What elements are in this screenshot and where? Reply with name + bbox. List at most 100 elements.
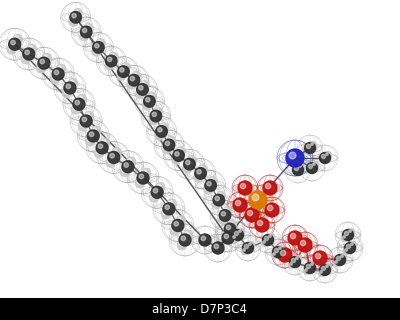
Circle shape — [89, 132, 94, 137]
Circle shape — [224, 229, 232, 238]
Circle shape — [58, 66, 62, 69]
Circle shape — [280, 250, 286, 256]
Circle shape — [52, 76, 56, 80]
Circle shape — [142, 82, 145, 85]
Circle shape — [147, 92, 156, 101]
Circle shape — [158, 128, 162, 132]
Circle shape — [128, 81, 136, 89]
Circle shape — [78, 95, 86, 104]
Circle shape — [344, 243, 356, 253]
Circle shape — [64, 90, 67, 93]
Circle shape — [108, 151, 120, 164]
Circle shape — [298, 238, 312, 252]
Circle shape — [296, 257, 298, 259]
Bar — [0, 298, 400, 320]
Circle shape — [72, 13, 76, 18]
Circle shape — [124, 163, 128, 167]
Circle shape — [205, 180, 216, 191]
Circle shape — [163, 139, 175, 151]
Circle shape — [27, 44, 36, 53]
Circle shape — [288, 231, 302, 245]
Circle shape — [215, 196, 219, 201]
Circle shape — [225, 231, 228, 234]
Circle shape — [54, 70, 59, 75]
Circle shape — [144, 96, 155, 107]
Circle shape — [348, 228, 354, 236]
Circle shape — [195, 168, 206, 179]
Circle shape — [172, 156, 181, 164]
Circle shape — [168, 138, 172, 141]
Circle shape — [186, 160, 190, 165]
Circle shape — [208, 177, 217, 185]
Circle shape — [23, 56, 26, 60]
Circle shape — [204, 186, 213, 194]
Circle shape — [176, 216, 185, 225]
Circle shape — [85, 111, 94, 120]
Circle shape — [264, 236, 268, 241]
Circle shape — [68, 78, 78, 87]
Circle shape — [154, 107, 162, 116]
Circle shape — [248, 242, 254, 249]
Circle shape — [96, 150, 100, 154]
Circle shape — [79, 96, 82, 100]
Circle shape — [299, 165, 301, 167]
Circle shape — [247, 210, 253, 216]
Circle shape — [174, 221, 178, 226]
Circle shape — [120, 68, 124, 72]
Circle shape — [273, 253, 275, 255]
Circle shape — [179, 242, 182, 246]
Circle shape — [290, 233, 296, 239]
Circle shape — [106, 55, 117, 67]
Circle shape — [218, 193, 221, 196]
Circle shape — [137, 180, 140, 184]
Circle shape — [80, 115, 92, 127]
Circle shape — [181, 236, 186, 241]
Circle shape — [149, 94, 152, 97]
Circle shape — [178, 148, 181, 151]
Circle shape — [161, 124, 164, 127]
Circle shape — [71, 19, 74, 22]
Circle shape — [343, 236, 345, 238]
Circle shape — [11, 40, 15, 45]
Circle shape — [79, 122, 88, 131]
Circle shape — [184, 230, 192, 239]
Circle shape — [23, 48, 35, 60]
Circle shape — [137, 84, 148, 95]
Circle shape — [292, 164, 304, 175]
Circle shape — [183, 164, 192, 173]
Circle shape — [81, 34, 84, 37]
Circle shape — [108, 57, 112, 61]
Circle shape — [86, 113, 90, 116]
Circle shape — [62, 89, 72, 98]
Circle shape — [214, 202, 217, 205]
Circle shape — [98, 40, 101, 43]
Circle shape — [72, 105, 80, 114]
Circle shape — [255, 218, 269, 232]
Circle shape — [126, 157, 135, 166]
Circle shape — [184, 166, 188, 169]
Circle shape — [184, 158, 195, 170]
Circle shape — [36, 64, 46, 73]
Circle shape — [207, 181, 211, 186]
Circle shape — [140, 81, 149, 89]
Circle shape — [150, 116, 158, 125]
Circle shape — [272, 246, 284, 258]
Circle shape — [173, 150, 184, 161]
Circle shape — [13, 35, 22, 44]
Circle shape — [311, 143, 313, 145]
Circle shape — [278, 245, 284, 252]
Circle shape — [122, 169, 125, 172]
Text: alamy - D7P3C4: alamy - D7P3C4 — [152, 302, 248, 316]
Circle shape — [315, 253, 321, 259]
Circle shape — [274, 248, 278, 252]
Circle shape — [174, 157, 177, 161]
Circle shape — [313, 251, 327, 265]
Circle shape — [66, 84, 70, 89]
Circle shape — [224, 223, 236, 235]
Circle shape — [324, 263, 332, 270]
Circle shape — [75, 100, 80, 105]
Circle shape — [94, 44, 99, 48]
Circle shape — [240, 183, 246, 189]
Circle shape — [64, 82, 76, 94]
Circle shape — [51, 75, 60, 84]
